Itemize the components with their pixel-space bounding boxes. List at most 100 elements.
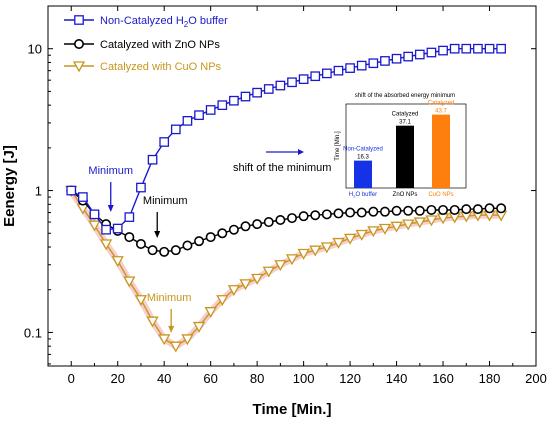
data-point [262,266,275,278]
data-point [484,203,495,214]
data-point [134,295,148,307]
data-point [275,80,286,91]
data-point [147,245,158,256]
x-axis: 0 20 40 60 80 100 120 140 160 180 200 [47,6,547,386]
data-point [333,65,344,76]
y-axis-title: Eenergy [J] [1,145,18,227]
data-point [252,219,263,230]
data-point [274,260,287,272]
data-point [391,53,402,64]
data-point [473,43,483,54]
data-point [101,224,111,235]
data-point [263,84,274,94]
data-point [229,95,239,106]
data-point [240,221,251,232]
annotation-minimum-blue: Minimum [88,165,133,177]
inset-category-part: H [349,192,353,198]
plot-frame [47,5,537,367]
inset-ylabel: Time [Min.] [335,131,341,161]
data-point [228,224,239,235]
data-point [136,182,146,193]
inset-bar-value: 43.7 [435,109,447,115]
data-point [147,154,158,165]
x-tick-label: 180 [479,371,501,386]
annotation-arrow-blue-head [107,205,114,213]
data-point [169,341,182,353]
data-point [343,233,357,245]
legend-label: Catalyzed with ZnO NPs [100,39,220,51]
y-tick-label: 0.1 [24,325,42,340]
data-point [181,334,194,346]
data-point [170,245,181,256]
legend-marker [74,38,85,49]
data-point [240,91,251,102]
x-tick-label: 160 [432,371,454,386]
data-point [332,237,345,249]
data-point [66,185,77,196]
annotation-minimum-black: Minimum [143,195,188,207]
data-point [298,74,309,85]
data-point [217,228,228,239]
data-point [367,226,380,238]
x-tick-label: 120 [339,371,361,386]
data-point [227,285,241,297]
data-point [297,248,310,260]
data-point [355,229,368,241]
data-point [461,43,472,54]
legend-label-part: Non-Catalyzed H [100,15,184,27]
inset-bar [396,125,414,188]
data-point [356,60,367,71]
data-point [391,205,402,216]
inset-category: H2O buffer [349,192,377,199]
inset-bar-tag: Catalyzed [392,112,419,118]
y-tick-label: 1 [35,184,42,199]
legend-item-2: Catalyzed with CuO NPs [64,61,222,73]
inset-category: ZnO NPs [393,192,418,198]
data-point [310,71,321,82]
data-point [333,208,344,219]
inset-category-part: ZnO NPs [393,192,418,198]
data-point [356,207,367,218]
legend-item-0: Non-Catalyzed H2O buffer [64,15,228,29]
inset-bar-tag: Catalyzed [428,101,455,107]
x-tick-label: 80 [250,371,264,386]
inset-bar [354,160,372,188]
x-tick-label: 60 [203,371,217,386]
data-point [425,215,438,227]
data-point [309,245,322,257]
inset-category-part: CuO NPs [428,192,453,198]
data-point [287,77,297,88]
data-point [414,205,425,216]
data-point [413,217,426,229]
legend-item-1: Catalyzed with ZnO NPs [64,38,220,51]
data-point [321,209,332,220]
data-point [310,210,321,221]
data-point [426,204,437,215]
x-tick-label: 200 [525,371,547,386]
data-point [402,219,415,231]
data-point [182,240,193,251]
annotation-shift: shift of the minimum [233,162,331,174]
data-point [88,220,101,232]
inset-bar [432,114,450,188]
inset-bar-tag: Non-Catalyzed [343,147,383,153]
data-point [239,279,252,291]
data-point [403,205,414,216]
data-point [472,204,483,215]
data-point [496,203,507,214]
data-point [170,124,181,135]
inset-category-sub: 2 [353,194,356,199]
legend-label: Non-Catalyzed H2O buffer [100,15,228,29]
x-tick-label: 0 [68,371,75,386]
data-point [345,63,355,73]
data-point [285,254,299,266]
annotation-layer: Minimum Minimum Minimum shift of the minimu… [88,149,331,333]
y-tick-label: 10 [28,42,42,57]
data-point [496,43,506,54]
data-point [414,49,425,60]
data-point [438,45,448,56]
data-point [194,110,204,121]
legend-label-part: O buffer [188,15,228,27]
series-layer [65,43,508,353]
